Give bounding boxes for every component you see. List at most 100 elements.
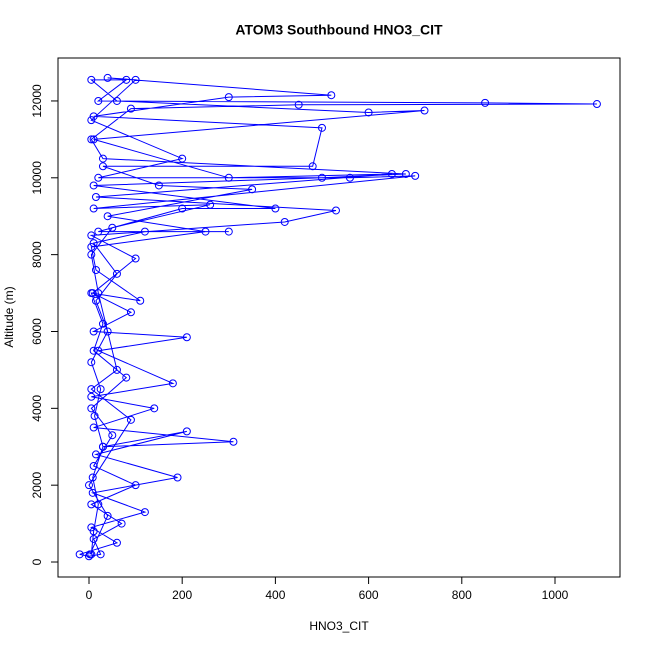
data-point: [90, 412, 99, 421]
data-point: [91, 450, 100, 459]
data-point: [103, 511, 112, 520]
data-point: [136, 296, 145, 305]
data-point: [150, 404, 159, 413]
data-point: [420, 106, 429, 115]
data-point: [117, 519, 126, 528]
data-point: [140, 227, 149, 236]
data-point: [481, 98, 490, 107]
data-point: [224, 173, 233, 182]
y-tick-label: 12000: [30, 84, 44, 118]
data-point: [89, 534, 98, 543]
data-point: [317, 173, 326, 182]
data-point: [229, 437, 238, 446]
data-point: [248, 185, 257, 194]
data-point: [168, 379, 177, 388]
data-point: [85, 550, 94, 559]
data-point: [182, 427, 191, 436]
data-point: [87, 250, 96, 259]
data-point: [103, 212, 112, 221]
data-point: [126, 104, 135, 113]
data-point: [308, 162, 317, 171]
data-point: [140, 508, 149, 517]
data-point: [89, 461, 98, 470]
data-point: [364, 108, 373, 117]
data-point: [96, 550, 105, 559]
y-tick-label: 2000: [30, 472, 44, 499]
data-point: [345, 173, 354, 182]
data-point: [126, 415, 135, 424]
data-point: [131, 481, 140, 490]
data-point: [87, 385, 96, 394]
data-point: [91, 193, 100, 202]
data-point: [224, 227, 233, 236]
data-point: [108, 431, 117, 440]
data-point: [201, 227, 210, 236]
data-point: [84, 481, 93, 490]
data-point: [411, 171, 420, 180]
chart-title: ATOM3 Southbound HNO3_CIT: [235, 22, 443, 38]
data-point: [88, 488, 97, 497]
data-point: [96, 385, 105, 394]
data-point: [112, 365, 121, 374]
data-point: [112, 538, 121, 547]
data-point: [89, 181, 98, 190]
data-point: [75, 550, 84, 559]
data-point: [131, 254, 140, 263]
data-point: [87, 75, 96, 84]
x-tick-label: 200: [172, 588, 192, 602]
x-tick-label: 400: [265, 588, 285, 602]
data-point: [98, 442, 107, 451]
x-tick-label: 600: [359, 588, 379, 602]
data-point: [112, 96, 121, 105]
data-point: [94, 96, 103, 105]
data-point: [154, 181, 163, 190]
y-tick-label: 8000: [30, 241, 44, 268]
data-point: [122, 373, 131, 382]
y-tick-label: 6000: [30, 318, 44, 345]
data-point: [98, 319, 107, 328]
data-point: [98, 154, 107, 163]
data-point: [94, 227, 103, 236]
x-tick-label: 0: [86, 588, 93, 602]
data-point: [89, 135, 98, 144]
data-point: [89, 239, 98, 248]
data-point: [91, 296, 100, 305]
data-point: [131, 75, 140, 84]
data-point: [271, 204, 280, 213]
x-tick-label: 800: [452, 588, 472, 602]
data-point: [173, 473, 182, 482]
data-point: [89, 112, 98, 121]
data-point: [178, 154, 187, 163]
data-point: [94, 289, 103, 298]
data-point: [317, 123, 326, 132]
data-point: [94, 173, 103, 182]
data-point: [89, 527, 98, 536]
data-point: [89, 423, 98, 432]
data-point: [182, 333, 191, 342]
x-axis-label: HNO3_CIT: [309, 619, 369, 633]
data-point: [387, 169, 396, 178]
data-point: [178, 204, 187, 213]
data-line: [79, 77, 597, 557]
data-point: [103, 327, 112, 336]
data-point: [87, 231, 96, 240]
data-point: [592, 100, 601, 109]
data-point: [87, 500, 96, 509]
data-point: [87, 135, 96, 144]
data-point: [89, 204, 98, 213]
data-point: [122, 75, 131, 84]
data-point: [87, 523, 96, 532]
data-point: [280, 217, 289, 226]
y-tick-label: 10000: [30, 161, 44, 195]
data-point: [87, 404, 96, 413]
data-point: [327, 91, 336, 100]
data-point: [103, 73, 112, 82]
y-tick-label: 0: [30, 558, 44, 565]
data-point: [401, 169, 410, 178]
data-point: [331, 206, 340, 215]
data-point: [224, 93, 233, 102]
y-tick-label: 4000: [30, 395, 44, 422]
data-point: [126, 308, 135, 317]
